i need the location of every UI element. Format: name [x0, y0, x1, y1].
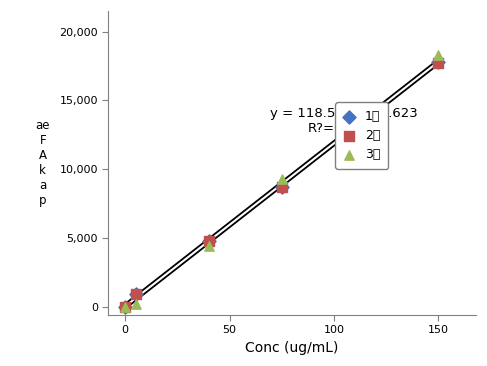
- 2차: [131, 291, 139, 296]
- 1차: [121, 304, 129, 310]
- 2차: [434, 60, 442, 66]
- 1차: [131, 291, 139, 296]
- 3차: [278, 176, 285, 182]
- 2차: [278, 184, 285, 190]
- 1차: [434, 59, 442, 65]
- 1차: [205, 238, 212, 244]
- 3차: [121, 304, 129, 310]
- Legend: 1차, 2차, 3차: 1차, 2차, 3차: [335, 102, 388, 169]
- 1차: [278, 184, 285, 190]
- X-axis label: Conc (ug/mL): Conc (ug/mL): [245, 341, 339, 355]
- 2차: [121, 304, 129, 310]
- Y-axis label: ae
F
A
k
a
p: ae F A k a p: [36, 119, 50, 207]
- 3차: [434, 52, 442, 58]
- 3차: [205, 243, 212, 249]
- 3차: [131, 301, 139, 307]
- Text: y = 118.573x+23.623
R?=0.9999: y = 118.573x+23.623 R?=0.9999: [270, 107, 418, 135]
- 2차: [205, 238, 212, 244]
